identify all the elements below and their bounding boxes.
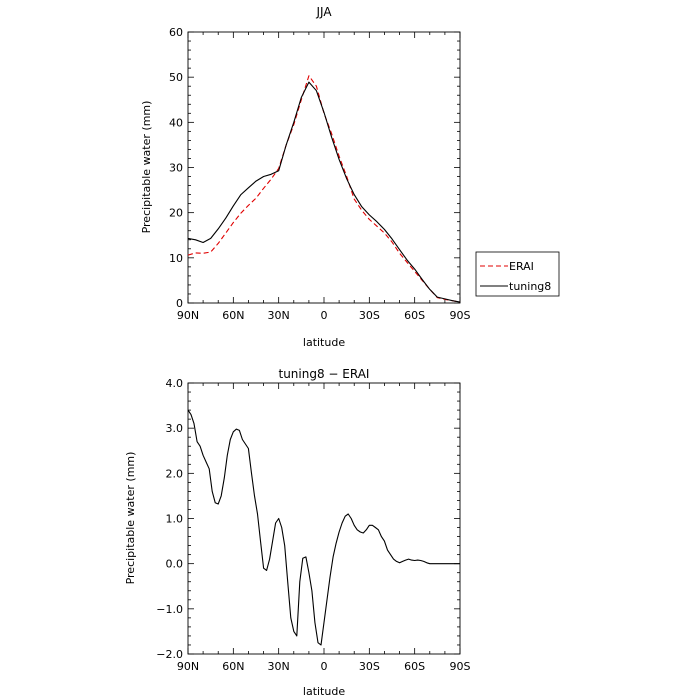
legend-label-tuning8: tuning8 xyxy=(509,280,551,293)
bottom-y-tick-label: −2.0 xyxy=(156,648,183,661)
bottom-x-tick-label: 60S xyxy=(404,660,425,673)
legend-label-erai: ERAI xyxy=(509,260,534,273)
top-y-axis-label: Precipitable water (mm) xyxy=(140,101,153,234)
top-y-tick-label: 20 xyxy=(169,207,183,220)
top-x-tick-label: 30N xyxy=(268,309,290,322)
top-x-tick-label: 60N xyxy=(222,309,244,322)
top-x-tick-label: 60S xyxy=(404,309,425,322)
bottom-x-tick-label: 30S xyxy=(359,660,380,673)
top-series-line-erai xyxy=(187,75,461,303)
bottom-y-axis-label: Precipitable water (mm) xyxy=(124,452,137,585)
bottom-x-tick-label: 90N xyxy=(177,660,199,673)
bottom-x-axis-label: latitude xyxy=(303,685,345,698)
bottom-chart-title: tuning8 − ERAI xyxy=(279,367,370,381)
bottom-y-tick-label: 1.0 xyxy=(166,513,184,526)
top-plot-area: 90N 60N 30N 0 30S 60S 90S 0 10 20 30 40 50 60 xyxy=(169,26,471,322)
top-plot-frame xyxy=(187,31,461,304)
bottom-y-tick-label: −1.0 xyxy=(156,603,183,616)
bottom-y-tick-label: 3.0 xyxy=(166,422,184,435)
top-x-tick-label: 30S xyxy=(359,309,380,322)
bottom-y-tick-label: 2.0 xyxy=(166,467,184,480)
bottom-series-line-diff xyxy=(187,409,460,646)
bottom-x-tick-label: 60N xyxy=(222,660,244,673)
bottom-plot-area: 90N 60N 30N 0 30S 60S 90S −2.0 −1.0 0.0 1.0 2.0 3.0 4… xyxy=(156,377,470,673)
panel-top: JJA 90N 60N 30N 0 30S 60S 90S 0 10 20 30 40 50 60 lat… xyxy=(140,5,471,349)
top-y-tick-label: 0 xyxy=(176,297,183,310)
bottom-y-tick-label: 0.0 xyxy=(166,558,184,571)
bottom-y-tick-label: 4.0 xyxy=(166,377,184,390)
top-y-tick-label: 30 xyxy=(169,162,183,175)
bottom-x-tick-label: 90S xyxy=(450,660,471,673)
top-x-axis-label: latitude xyxy=(303,336,345,349)
top-x-tick-label: 0 xyxy=(321,309,328,322)
bottom-plot-frame xyxy=(187,382,461,655)
legend-box xyxy=(475,251,560,297)
top-chart-title: JJA xyxy=(315,5,332,19)
bottom-x-tick-label: 0 xyxy=(321,660,328,673)
top-x-tick-label: 90N xyxy=(177,309,199,322)
legend: ERAI tuning8 xyxy=(475,251,560,297)
panel-bottom: tuning8 − ERAI 90N 60N 30N 0 30S 60S 90S −2.0 −1… xyxy=(124,367,471,698)
bottom-x-tick-label: 30N xyxy=(268,660,290,673)
top-y-tick-label: 60 xyxy=(169,26,183,39)
top-x-tick-label: 90S xyxy=(450,309,471,322)
top-y-tick-label: 10 xyxy=(169,252,183,265)
top-y-tick-label: 50 xyxy=(169,71,183,84)
top-series-line-tuning8 xyxy=(187,81,461,303)
top-y-tick-label: 40 xyxy=(169,116,183,129)
